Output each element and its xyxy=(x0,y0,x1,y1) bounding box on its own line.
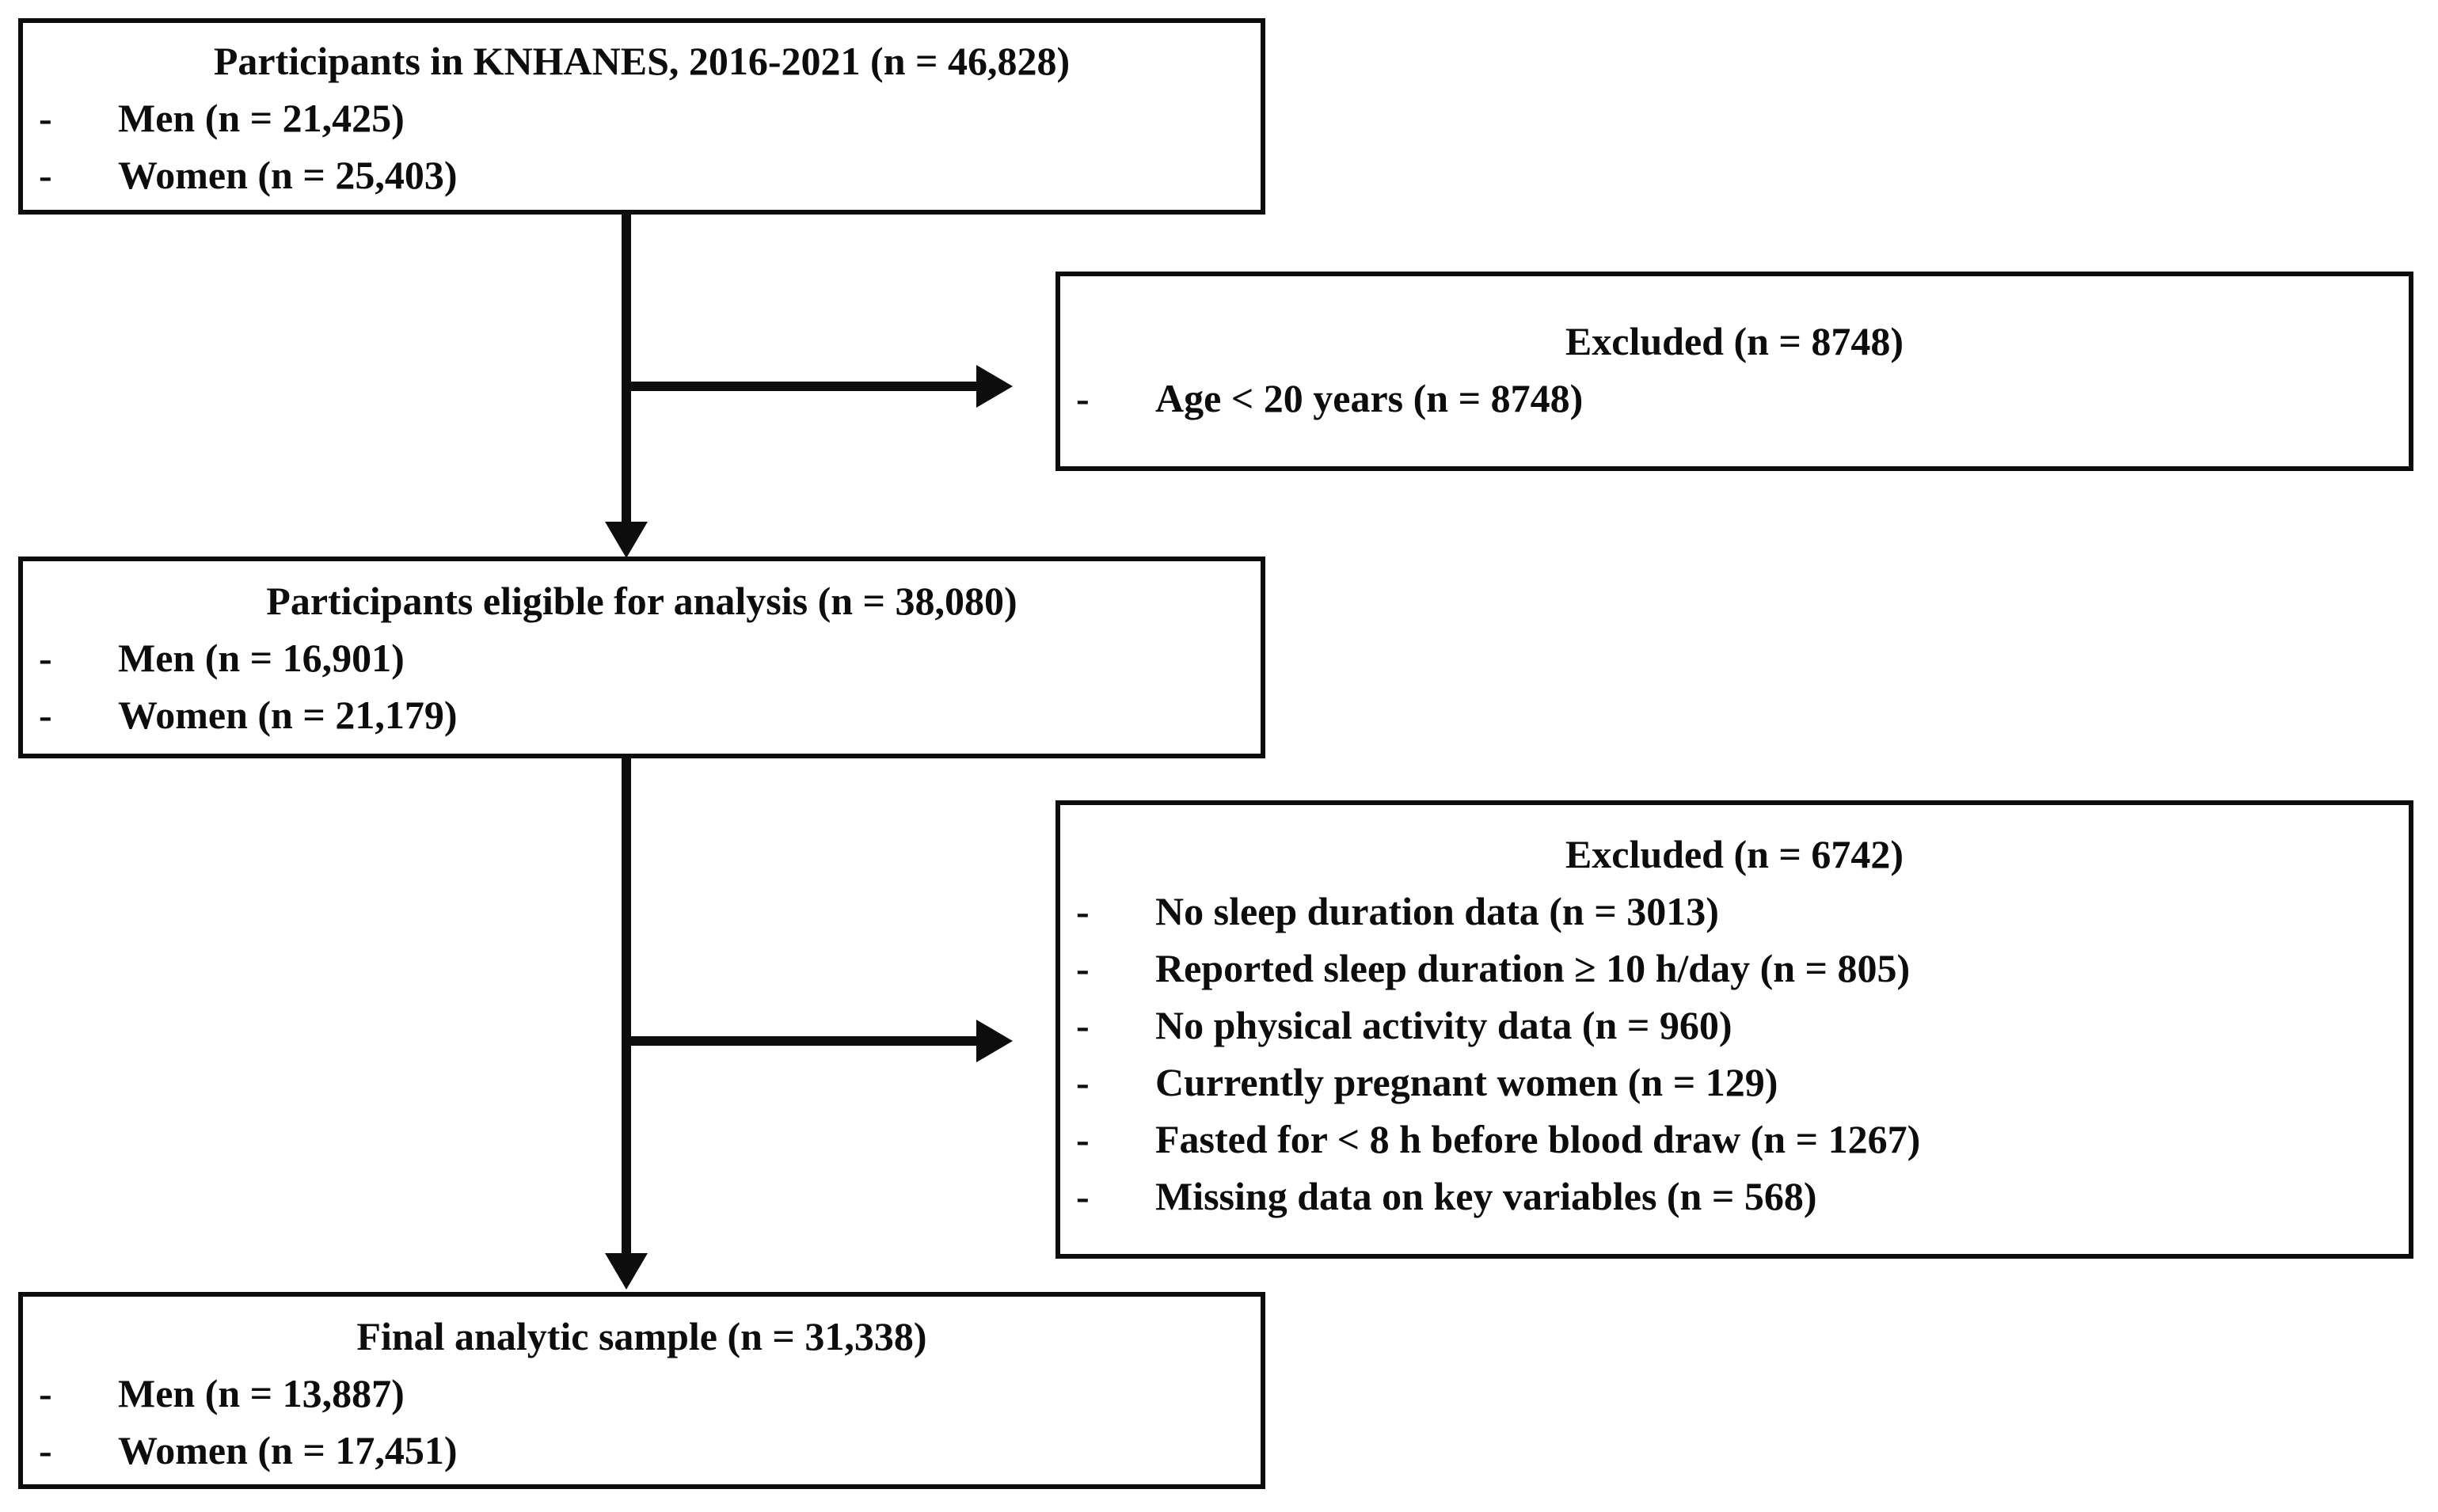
bullet-dash: - xyxy=(1076,1003,1090,1047)
list-item-text: No sleep duration data (n = 3013) xyxy=(1155,889,1719,933)
bullet-dash: - xyxy=(1076,1174,1090,1218)
list-item: - Fasted for < 8 h before blood draw (n =… xyxy=(1060,1111,2409,1168)
box-knhanes-participants: Participants in KNHANES, 2016-2021 (n = … xyxy=(18,18,1265,215)
box-excluded-criteria: Excluded (n = 6742) - No sleep duration d… xyxy=(1055,800,2413,1259)
box-item-list: - Men (n = 16,901) - Women (n = 21,179) xyxy=(23,629,1261,743)
bullet-dash: - xyxy=(39,1428,52,1472)
list-item-text: Age < 20 years (n = 8748) xyxy=(1155,376,1584,420)
list-item: - Men (n = 21,425) xyxy=(23,89,1261,146)
box-title: Excluded (n = 8748) xyxy=(1565,319,1904,363)
list-item-text: Men (n = 21,425) xyxy=(118,96,405,140)
list-item-text: Women (n = 21,179) xyxy=(118,693,458,737)
connector-branch-to-excluded-2 xyxy=(626,1036,976,1046)
list-item-text: Reported sleep duration ≥ 10 h/day (n = … xyxy=(1155,946,1911,990)
box-item-list: - Age < 20 years (n = 8748) xyxy=(1060,370,2409,427)
list-item: - No sleep duration data (n = 3013) xyxy=(1060,883,2409,940)
bullet-dash: - xyxy=(1076,1117,1090,1161)
bullet-dash: - xyxy=(39,693,52,737)
list-item-text: Fasted for < 8 h before blood draw (n = … xyxy=(1155,1117,1921,1161)
box-title: Participants in KNHANES, 2016-2021 (n = … xyxy=(213,39,1071,83)
list-item: - No physical activity data (n = 960) xyxy=(1060,997,2409,1054)
list-item: - Men (n = 16,901) xyxy=(23,629,1261,686)
list-item-text: No physical activity data (n = 960) xyxy=(1155,1003,1732,1047)
list-item: - Women (n = 17,451) xyxy=(23,1422,1261,1479)
bullet-dash: - xyxy=(1076,889,1090,933)
list-item: - Reported sleep duration ≥ 10 h/day (n =… xyxy=(1060,940,2409,997)
list-item-text: Men (n = 16,901) xyxy=(118,636,405,680)
arrowhead-right-icon xyxy=(976,365,1013,408)
arrowhead-down-icon xyxy=(605,522,648,558)
list-item: - Women (n = 21,179) xyxy=(23,686,1261,743)
list-item: - Currently pregnant women (n = 129) xyxy=(1060,1054,2409,1111)
list-item: - Men (n = 13,887) xyxy=(23,1365,1261,1422)
box-item-list: - Men (n = 21,425) - Women (n = 25,403) xyxy=(23,89,1261,203)
list-item-text: Missing data on key variables (n = 568) xyxy=(1155,1174,1817,1218)
arrowhead-right-icon xyxy=(976,1020,1013,1062)
list-item-text: Women (n = 25,403) xyxy=(118,153,458,197)
connector-eligible-to-final xyxy=(622,754,631,1255)
bullet-dash: - xyxy=(39,153,52,197)
list-item-text: Currently pregnant women (n = 129) xyxy=(1155,1060,1778,1104)
box-item-list: - Men (n = 13,887) - Women (n = 17,451) xyxy=(23,1365,1261,1479)
list-item-text: Women (n = 17,451) xyxy=(118,1428,458,1472)
bullet-dash: - xyxy=(39,96,52,140)
bullet-dash: - xyxy=(39,636,52,680)
list-item-text: Men (n = 13,887) xyxy=(118,1371,405,1415)
bullet-dash: - xyxy=(39,1371,52,1415)
box-item-list: - No sleep duration data (n = 3013) - Repor… xyxy=(1060,883,2409,1225)
box-title: Final analytic sample (n = 31,338) xyxy=(356,1314,927,1358)
list-item: - Women (n = 25,403) xyxy=(23,146,1261,203)
box-final-sample: Final analytic sample (n = 31,338) - Men … xyxy=(18,1292,1265,1489)
box-title: Participants eligible for analysis (n = … xyxy=(266,579,1017,623)
arrowhead-down-icon xyxy=(605,1253,648,1290)
box-eligible-participants: Participants eligible for analysis (n = … xyxy=(18,557,1265,758)
box-excluded-age: Excluded (n = 8748) - Age < 20 years (n =… xyxy=(1055,272,2413,471)
connector-branch-to-excluded-1 xyxy=(626,382,976,391)
box-title: Excluded (n = 6742) xyxy=(1565,832,1904,876)
list-item: - Age < 20 years (n = 8748) xyxy=(1060,370,2409,427)
connector-knhanes-to-eligible xyxy=(622,210,631,523)
bullet-dash: - xyxy=(1076,376,1090,420)
bullet-dash: - xyxy=(1076,946,1090,990)
bullet-dash: - xyxy=(1076,1060,1090,1104)
list-item: - Missing data on key variables (n = 568) xyxy=(1060,1168,2409,1225)
